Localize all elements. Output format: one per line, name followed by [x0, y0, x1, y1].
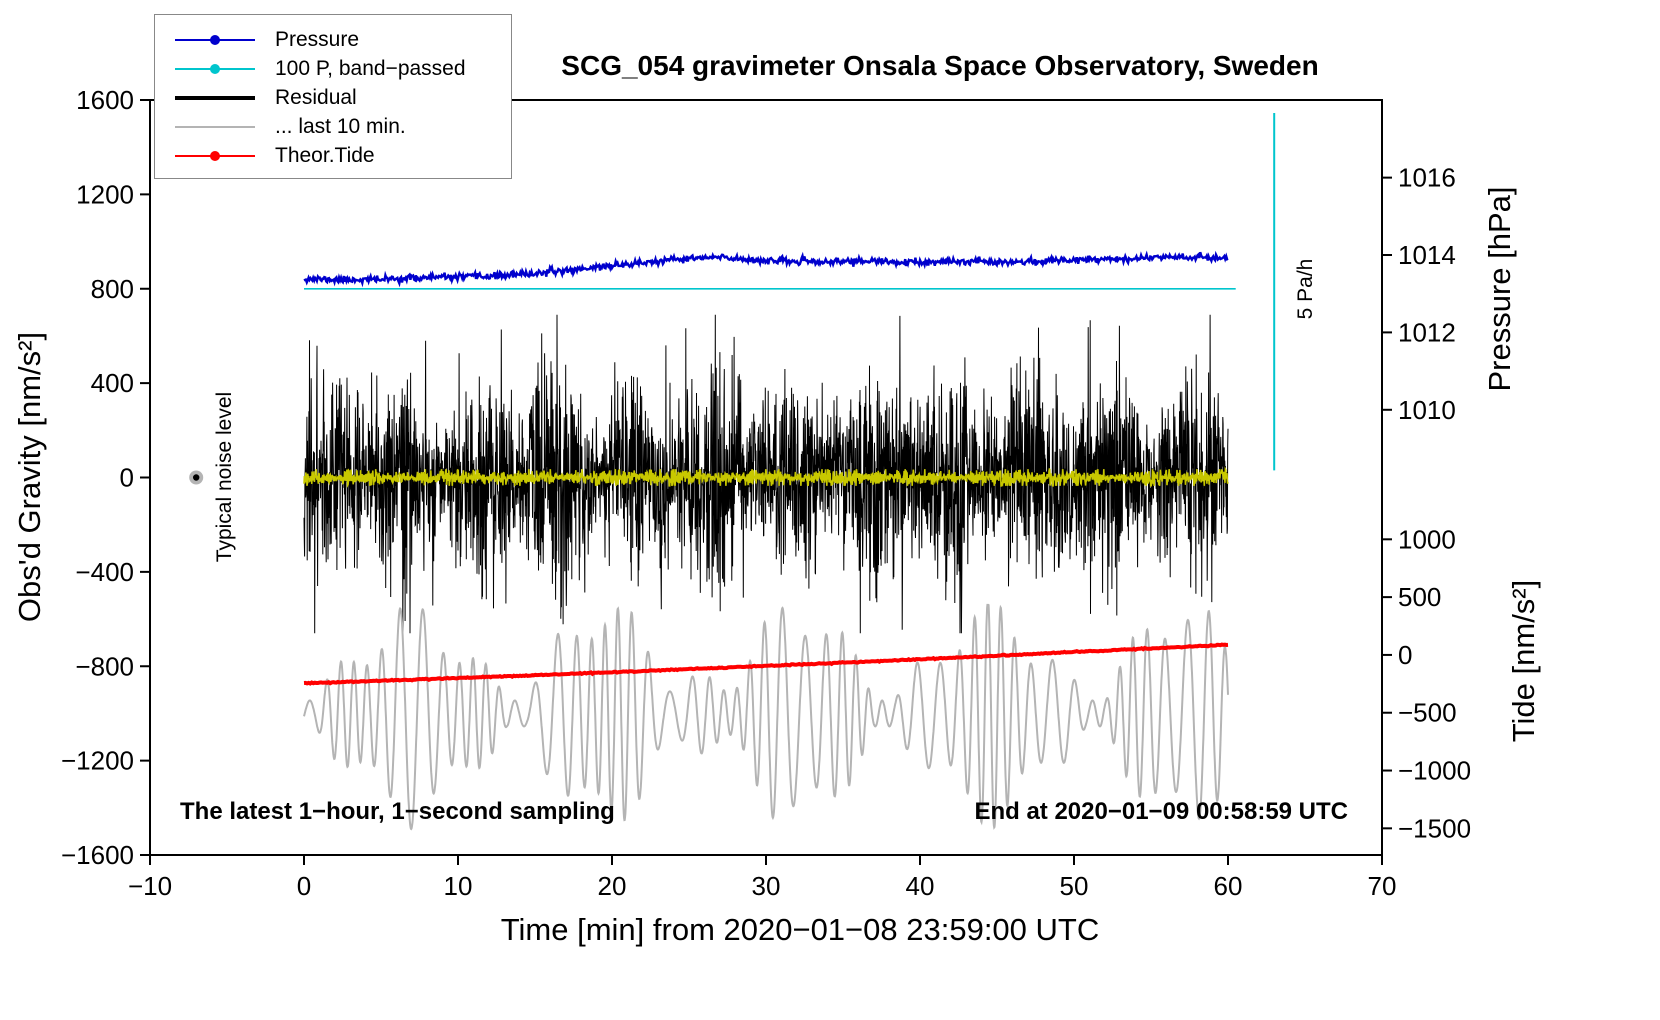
- end-time-note: End at 2020−01−09 00:58:59 UTC: [974, 798, 1348, 825]
- gravity-tick-label: −800: [75, 651, 134, 681]
- legend-marker-icon: [175, 34, 255, 45]
- gravity-tick-label: 800: [91, 274, 134, 304]
- pressure-axis-label: Pressure [hPa]: [1482, 186, 1517, 392]
- gravity-tick-label: −1600: [61, 840, 134, 870]
- pressure-tick-label: 1010: [1398, 395, 1456, 425]
- pressure-tick-label: 1016: [1398, 163, 1456, 193]
- legend-marker-icon: [175, 125, 255, 128]
- legend-item-1: 100 P, band−passed: [169, 54, 511, 83]
- tide-tick-label: 0: [1398, 640, 1412, 670]
- legend-item-4: Theor.Tide: [169, 141, 511, 170]
- x-tick-label: 60: [1214, 871, 1243, 901]
- tide-tick-label: 500: [1398, 582, 1441, 612]
- x-tick-label: 30: [752, 871, 781, 901]
- typical-noise-level-label: Typical noise level: [213, 391, 236, 563]
- tide-tick-label: −500: [1398, 698, 1457, 728]
- legend-item-3: ... last 10 min.: [169, 112, 511, 141]
- series-theor_tide: [303, 642, 1229, 686]
- gravity-axis-label: Obs'd Gravity [nm/s²]: [12, 331, 47, 623]
- tide-tick-label: 1000: [1398, 524, 1456, 554]
- pressure-rate-scale-label: 5 Pa/h: [1294, 258, 1317, 320]
- x-tick-label: 50: [1060, 871, 1089, 901]
- legend-label: Pressure: [275, 27, 360, 51]
- legend-label: ... last 10 min.: [275, 114, 406, 138]
- pressure-tick-label: 1012: [1398, 317, 1456, 347]
- gravity-tick-label: 1200: [76, 179, 134, 209]
- legend-label: 100 P, band−passed: [275, 56, 466, 80]
- series-residual_last10: [303, 603, 1229, 831]
- legend-item-0: Pressure: [169, 25, 511, 54]
- x-tick-label: 20: [598, 871, 627, 901]
- time-axis-label: Time [min] from 2020−01−08 23:59:00 UTC: [500, 912, 1100, 947]
- legend-item-2: Residual: [169, 83, 511, 112]
- x-tick-label: 10: [444, 871, 473, 901]
- legend-label: Theor.Tide: [275, 143, 375, 167]
- pressure-tick-label: 1014: [1398, 240, 1456, 270]
- sampling-note: The latest 1−hour, 1−second sampling: [180, 798, 615, 825]
- series-residual: [303, 314, 1229, 634]
- tide-axis-label: Tide [nm/s²]: [1506, 579, 1541, 743]
- legend: Pressure 100 P, band−passed Residual ... la…: [154, 14, 512, 179]
- x-tick-label: −10: [128, 871, 172, 901]
- chart-title: SCG_054 gravimeter Onsala Space Observat…: [561, 50, 1319, 81]
- legend-marker-icon: [175, 150, 255, 161]
- noise-level-marker-dot: [193, 474, 200, 481]
- gravity-tick-label: 0: [120, 463, 134, 493]
- gravity-tick-label: −400: [75, 557, 134, 587]
- gravity-tick-label: −1200: [61, 746, 134, 776]
- axes: −10 0 10 20 30 40 50 60 70 1600 1200 800 400 0 −400 −80…: [61, 85, 1471, 901]
- legend-marker-icon: [175, 95, 255, 100]
- series-pressure: [303, 250, 1229, 288]
- legend-marker-icon: [175, 63, 255, 74]
- legend-label: Residual: [275, 85, 357, 109]
- x-tick-label: 70: [1368, 871, 1397, 901]
- series-bandpassed_trace: [303, 466, 1229, 489]
- tide-tick-label: −1500: [1398, 813, 1471, 843]
- x-tick-label: 40: [906, 871, 935, 901]
- gravity-tick-label: 400: [91, 368, 134, 398]
- gravity-tick-label: 1600: [76, 85, 134, 115]
- tide-tick-label: −1000: [1398, 756, 1471, 786]
- x-tick-label: 0: [297, 871, 311, 901]
